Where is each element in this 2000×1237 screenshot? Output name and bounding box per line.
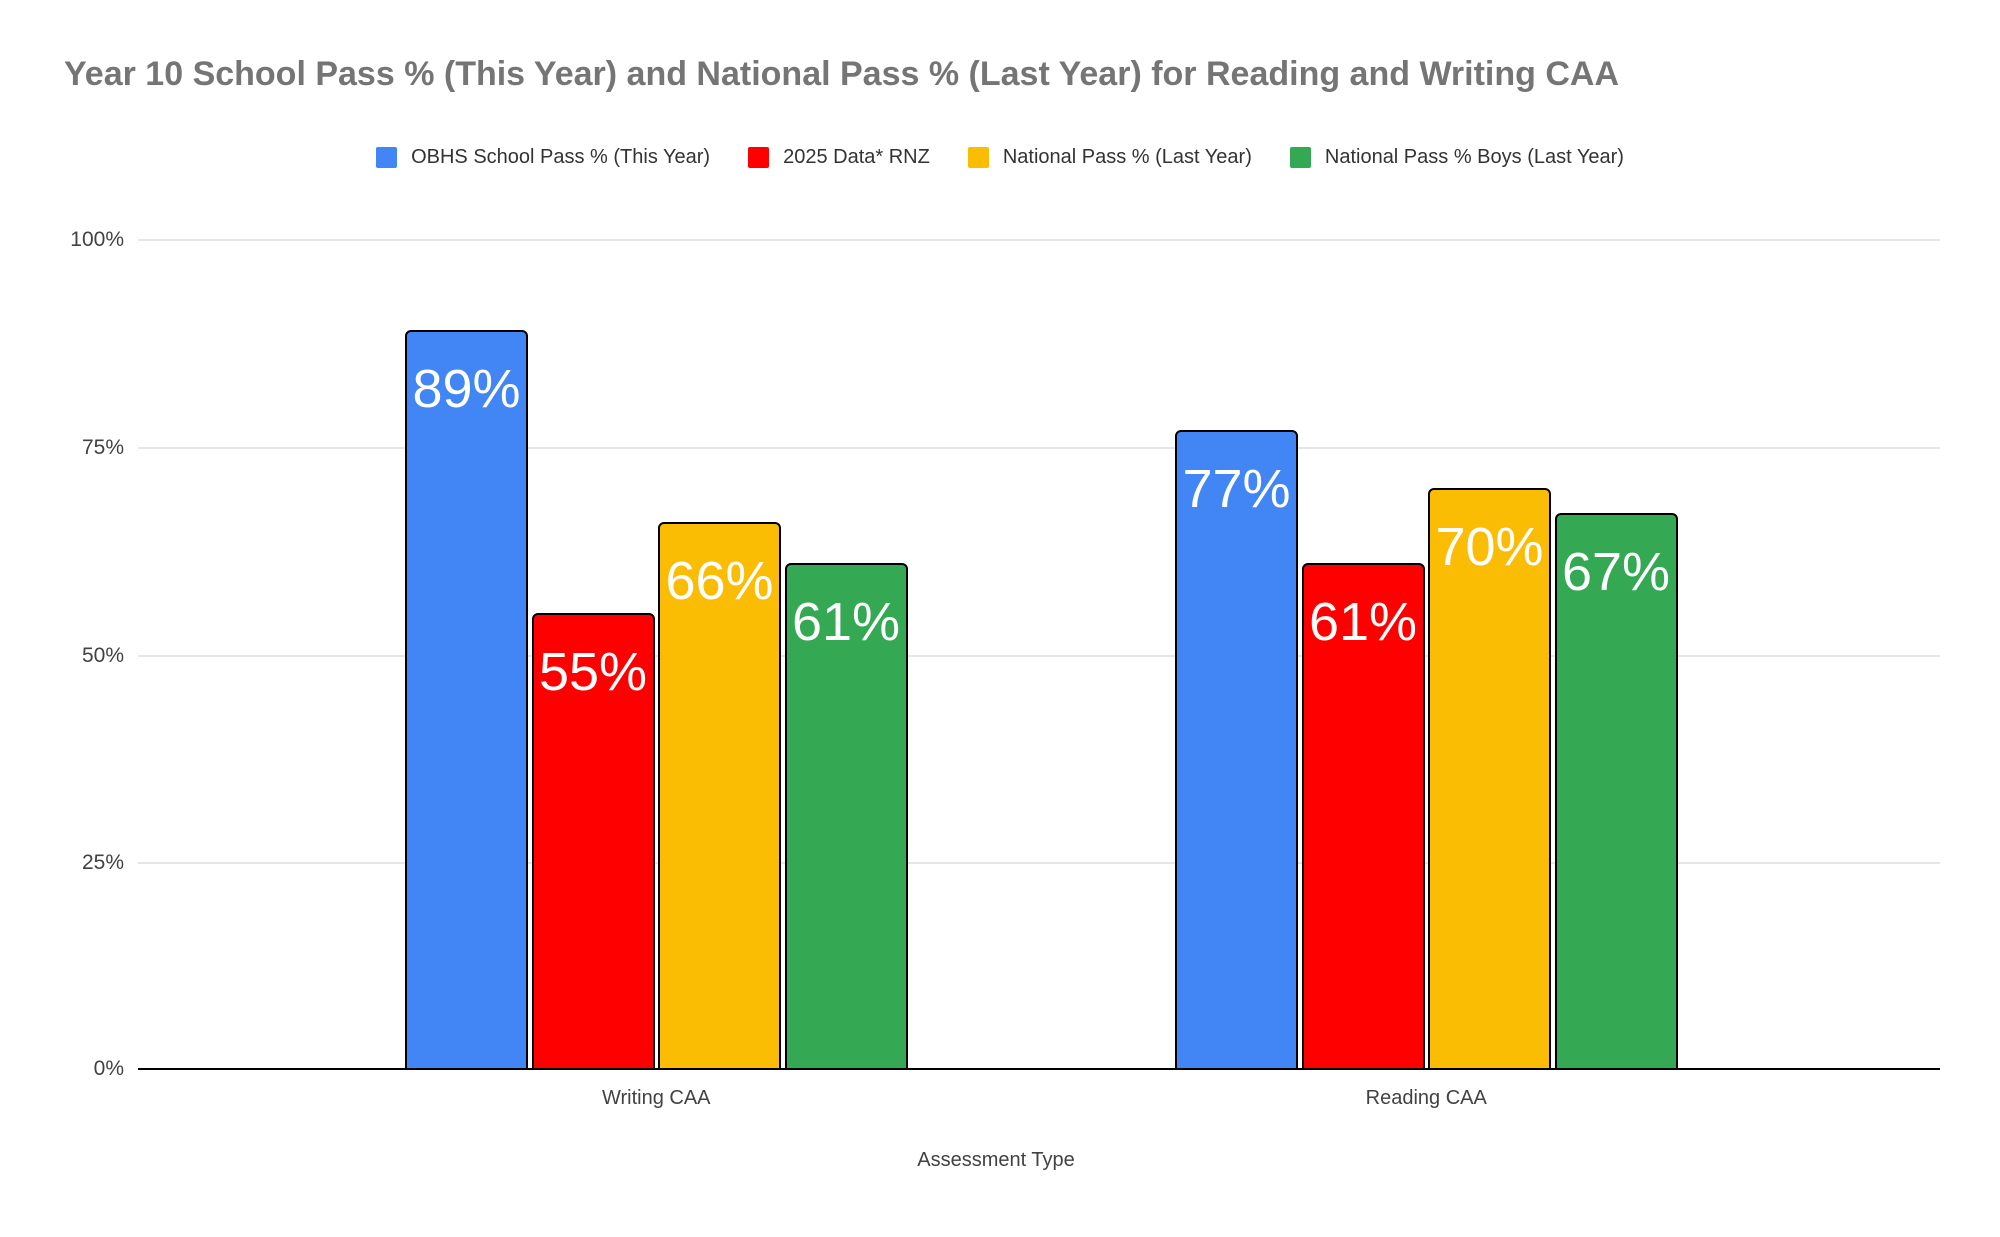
x-axis-category-label: Writing CAA xyxy=(601,1087,711,1109)
legend-swatch-icon xyxy=(748,147,770,168)
legend-item[interactable]: 2025 Data* RNZ xyxy=(748,146,930,169)
bar-value-label: 70% xyxy=(1435,517,1544,577)
chart-title: Year 10 School Pass % (This Year) and Na… xyxy=(64,55,1620,93)
legend-label: National Pass % Boys (Last Year) xyxy=(1324,146,1624,168)
gridline xyxy=(138,655,1940,657)
bar-reading-caa-series-1[interactable]: 61% xyxy=(1301,563,1425,1070)
gridline xyxy=(138,862,1940,864)
bar-writing-caa-series-1[interactable]: 55% xyxy=(531,613,655,1070)
gridline xyxy=(138,239,1940,241)
legend-swatch-icon xyxy=(1289,147,1311,168)
y-axis-tick-label: 75% xyxy=(81,436,124,459)
bar-value-label: 61% xyxy=(791,592,901,652)
legend-label: National Pass % (Last Year) xyxy=(1002,146,1252,168)
legend-label: 2025 Data* RNZ xyxy=(783,146,930,168)
bar-reading-caa-series-0[interactable]: 77% xyxy=(1175,430,1298,1070)
legend-swatch-icon xyxy=(376,147,398,168)
bar-reading-caa-series-3[interactable]: 67% xyxy=(1554,513,1678,1070)
bar-value-label: 89% xyxy=(412,359,521,419)
bar-writing-caa-series-0[interactable]: 89% xyxy=(405,330,528,1070)
x-axis-title: Assessment Type xyxy=(917,1149,1075,1171)
bar-value-label: 67% xyxy=(1561,542,1671,602)
y-axis-tick-label: 100% xyxy=(70,228,124,251)
y-axis-tick-label: 25% xyxy=(81,851,124,874)
legend-swatch-icon xyxy=(967,147,989,168)
plot-area: 89% 55% 66% 61% 77% 61% 70% 67% xyxy=(138,239,1940,1070)
bar-value-label: 61% xyxy=(1308,592,1418,652)
bar-value-label: 77% xyxy=(1182,459,1291,519)
x-axis-category-label: Reading CAA xyxy=(1365,1087,1487,1109)
chart-legend: OBHS School Pass % (This Year) 2025 Data*… xyxy=(0,146,2000,169)
gridline xyxy=(138,447,1940,449)
x-axis-baseline xyxy=(138,1068,1940,1070)
bar-writing-caa-series-2[interactable]: 66% xyxy=(658,522,781,1070)
bar-reading-caa-series-2[interactable]: 70% xyxy=(1428,488,1551,1070)
legend-item[interactable]: National Pass % Boys (Last Year) xyxy=(1289,146,1624,169)
legend-item[interactable]: National Pass % (Last Year) xyxy=(967,146,1252,169)
bar-value-label: 55% xyxy=(538,642,648,702)
bar-writing-caa-series-3[interactable]: 61% xyxy=(784,563,908,1070)
y-axis-tick-label: 0% xyxy=(93,1057,124,1080)
legend-item[interactable]: OBHS School Pass % (This Year) xyxy=(376,146,710,169)
bar-value-label: 66% xyxy=(665,551,774,611)
legend-label: OBHS School Pass % (This Year) xyxy=(411,146,711,168)
y-axis-tick-label: 50% xyxy=(81,644,124,667)
